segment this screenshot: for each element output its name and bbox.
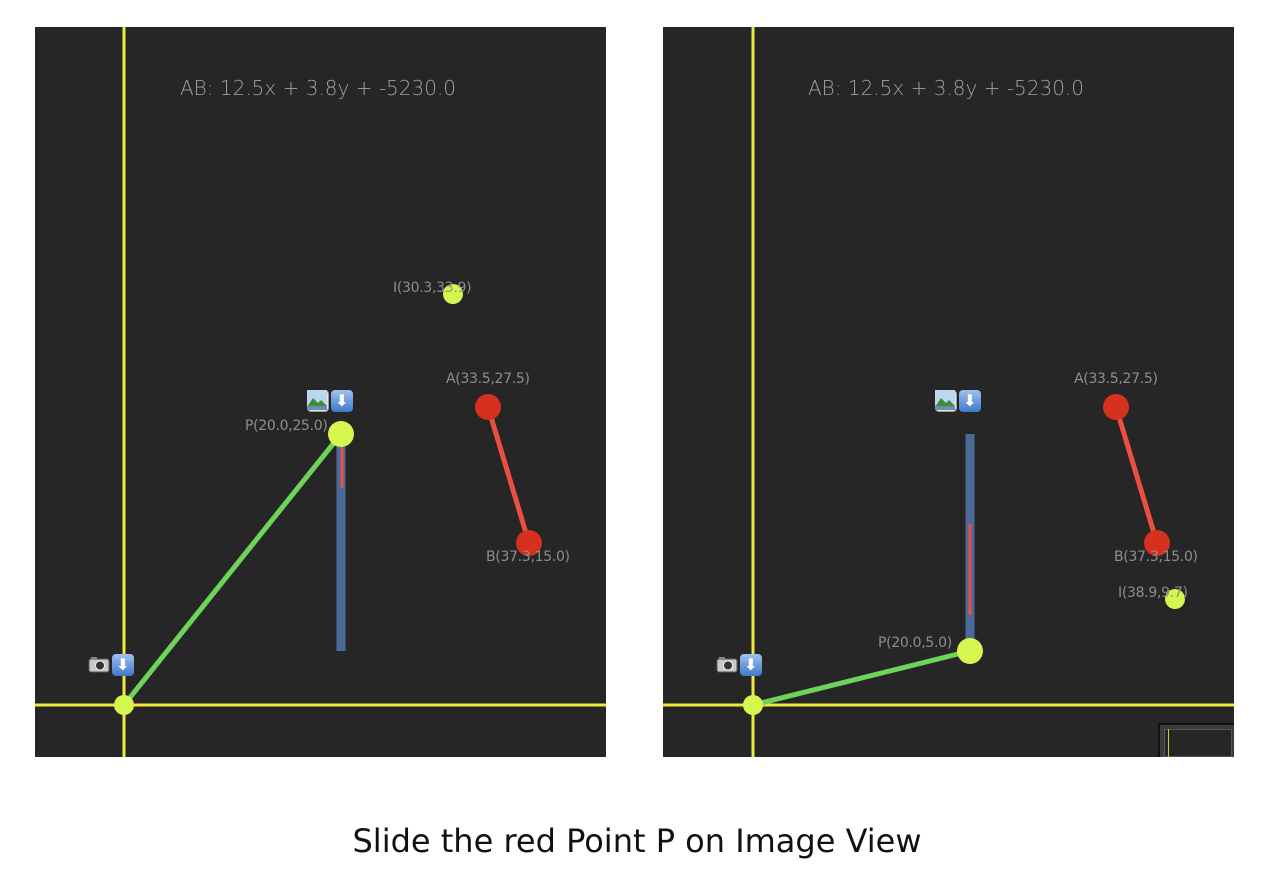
minimap-axis <box>1168 729 1169 757</box>
camera-download-buttons: ⬇ <box>88 654 134 676</box>
point-b-label: B(37.3,15.0) <box>486 549 570 565</box>
segment-op <box>122 432 343 707</box>
photo-icon[interactable] <box>935 390 957 412</box>
point-i-label: I(38.9,9.7) <box>1118 585 1188 601</box>
minimap-thumbnail[interactable] <box>1158 723 1234 757</box>
point-a[interactable] <box>1103 394 1129 420</box>
point-b[interactable] <box>1144 530 1170 556</box>
camera-icon[interactable] <box>88 654 110 676</box>
photo-icon[interactable] <box>307 390 329 412</box>
minimap-frame <box>1164 729 1232 757</box>
segment-ab <box>1113 406 1160 544</box>
line-equation: AB: 12.5x + 3.8y + -5230.0 <box>180 76 457 100</box>
point-a-label: A(33.5,27.5) <box>446 371 530 387</box>
point-b[interactable] <box>516 530 542 556</box>
image-download-buttons: ⬇ <box>935 390 981 412</box>
download-arrow-icon[interactable]: ⬇ <box>331 390 353 412</box>
geometry-canvas-right <box>663 27 1234 757</box>
download-arrow-icon[interactable]: ⬇ <box>959 390 981 412</box>
image-download-buttons: ⬇ <box>307 390 353 412</box>
image-view-right: AB: 12.5x + 3.8y + -5230.0 A(33.5,27.5) … <box>663 27 1234 757</box>
point-i[interactable] <box>1165 589 1185 609</box>
point-a-label: A(33.5,27.5) <box>1074 371 1158 387</box>
point-p[interactable] <box>328 421 354 447</box>
origin-point[interactable] <box>743 695 763 715</box>
segment-ab <box>485 406 532 544</box>
segment-op <box>752 648 971 708</box>
point-p-label: P(20.0,25.0) <box>245 418 328 434</box>
image-view-left: AB: 12.5x + 3.8y + -5230.0 I(30.3,33.9) … <box>35 27 606 757</box>
caption: Slide the red Point P on Image View <box>352 822 922 860</box>
origin-point[interactable] <box>114 695 134 715</box>
point-i-label: I(30.3,33.9) <box>393 280 472 296</box>
geometry-canvas-left <box>35 27 606 757</box>
point-b-label: B(37.3,15.0) <box>1114 549 1198 565</box>
download-arrow-icon[interactable]: ⬇ <box>112 654 134 676</box>
point-i[interactable] <box>443 284 463 304</box>
point-p[interactable] <box>957 638 983 664</box>
download-arrow-icon[interactable]: ⬇ <box>740 654 762 676</box>
point-p-label: P(20.0,5.0) <box>878 635 952 651</box>
point-a[interactable] <box>475 394 501 420</box>
camera-icon[interactable] <box>716 654 738 676</box>
line-equation: AB: 12.5x + 3.8y + -5230.0 <box>808 76 1085 100</box>
camera-download-buttons: ⬇ <box>716 654 762 676</box>
